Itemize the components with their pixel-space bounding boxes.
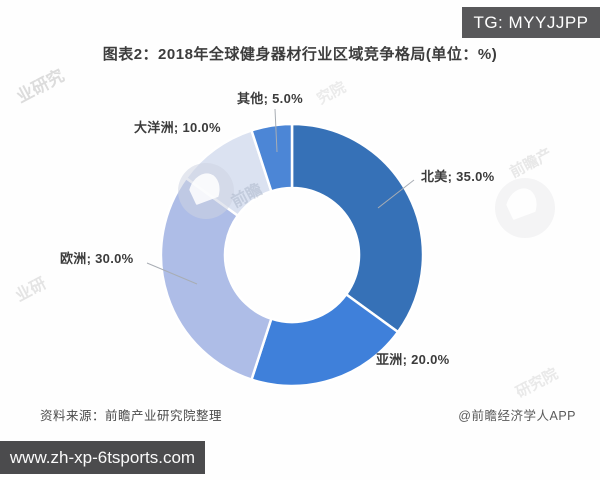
donut-slice-欧洲 xyxy=(159,176,273,381)
donut-slice-其他 xyxy=(250,122,294,193)
slice-label-north-america: 北美; 35.0% xyxy=(421,169,495,184)
slice-label-asia: 亚洲; 20.0% xyxy=(376,352,450,367)
leader-line-beimei xyxy=(377,179,415,209)
website-url-bar: www.zh-xp-6tsports.com xyxy=(0,441,205,474)
donut-slice-亚洲 xyxy=(250,293,400,388)
slice-label-other: 其他; 5.0% xyxy=(237,91,303,106)
tg-contact-badge: TG: MYYJJPP xyxy=(462,7,600,38)
slice-label-europe: 欧洲; 30.0% xyxy=(60,251,134,266)
credit-note: @前瞻经济学人APP xyxy=(458,409,576,423)
donut-slice-北美 xyxy=(290,122,425,334)
source-note: 资料来源：前瞻产业研究院整理 xyxy=(40,409,223,423)
donut-slices xyxy=(159,122,425,388)
slice-label-oceania: 大洋洲; 10.0% xyxy=(134,120,221,135)
leader-line-ouzhou xyxy=(146,262,198,285)
leader-line-qita xyxy=(274,108,278,153)
chart-title: 图表2：2018年全球健身器材行业区域竞争格局(单位：%) xyxy=(102,46,498,63)
